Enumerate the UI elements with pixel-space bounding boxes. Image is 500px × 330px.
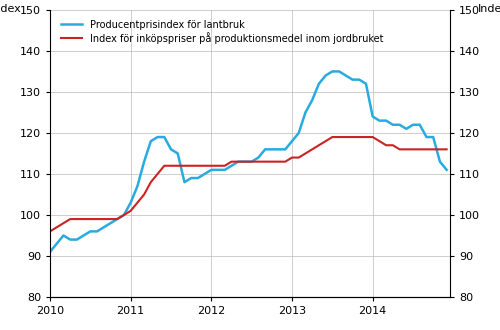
Y-axis label: Index: Index	[0, 4, 22, 14]
Y-axis label: Index: Index	[478, 4, 500, 14]
Producentprisindex för lantbruk	[162, 135, 168, 139]
Producentprisindex för lantbruk	[47, 250, 53, 254]
Index för inköpspriser på produktionsmedel inom jordbruket	[296, 155, 302, 159]
Index för inköpspriser på produktionsmedel inom jordbruket	[162, 164, 168, 168]
Line: Producentprisindex för lantbruk: Producentprisindex för lantbruk	[50, 71, 446, 252]
Legend: Producentprisindex för lantbruk, Index för inköpspriser på produktionsmedel inom: Producentprisindex för lantbruk, Index f…	[59, 17, 386, 46]
Producentprisindex för lantbruk	[444, 168, 450, 172]
Index för inköpspriser på produktionsmedel inom jordbruket	[148, 180, 154, 184]
Index för inköpspriser på produktionsmedel inom jordbruket	[47, 229, 53, 233]
Index för inköpspriser på produktionsmedel inom jordbruket	[330, 135, 336, 139]
Producentprisindex för lantbruk	[330, 69, 336, 73]
Producentprisindex för lantbruk	[182, 180, 188, 184]
Line: Index för inköpspriser på produktionsmedel inom jordbruket: Index för inköpspriser på produktionsmed…	[50, 137, 446, 231]
Producentprisindex för lantbruk	[114, 217, 120, 221]
Producentprisindex för lantbruk	[148, 139, 154, 143]
Producentprisindex för lantbruk	[296, 131, 302, 135]
Producentprisindex för lantbruk	[174, 151, 180, 155]
Index för inköpspriser på produktionsmedel inom jordbruket	[182, 164, 188, 168]
Index för inköpspriser på produktionsmedel inom jordbruket	[174, 164, 180, 168]
Index för inköpspriser på produktionsmedel inom jordbruket	[444, 148, 450, 151]
Index för inköpspriser på produktionsmedel inom jordbruket	[114, 217, 120, 221]
